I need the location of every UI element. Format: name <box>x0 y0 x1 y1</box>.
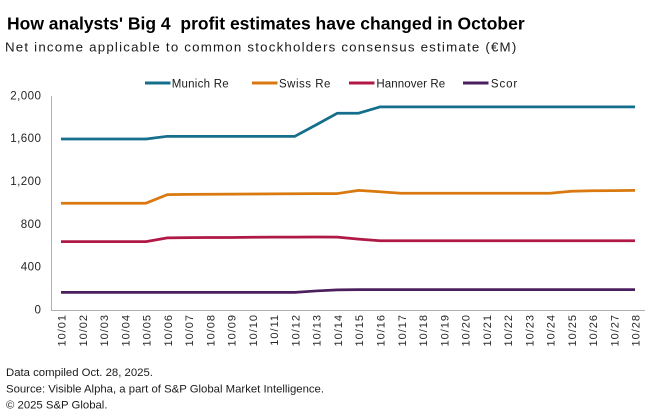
svg-text:10/16: 10/16 <box>375 314 387 347</box>
svg-text:Scor: Scor <box>491 78 518 90</box>
svg-text:0: 0 <box>34 303 41 316</box>
svg-text:800: 800 <box>21 218 42 231</box>
svg-text:Hannover Re: Hannover Re <box>376 78 445 90</box>
svg-text:400: 400 <box>21 261 42 274</box>
svg-text:How analysts' Big 4 profit es: How analysts' Big 4 profit estimates hav… <box>7 13 525 33</box>
svg-text:10/27: 10/27 <box>609 314 621 347</box>
svg-text:10/06: 10/06 <box>163 314 175 347</box>
svg-text:10/22: 10/22 <box>503 314 515 347</box>
svg-text:Net income applicable to commo: Net income applicable to common stockhol… <box>5 39 517 54</box>
svg-text:Swiss Re: Swiss Re <box>279 78 331 90</box>
svg-text:© 2025 S&P Global.: © 2025 S&P Global. <box>6 399 107 411</box>
svg-text:1,200: 1,200 <box>10 175 41 188</box>
svg-text:10/08: 10/08 <box>205 314 217 347</box>
svg-text:10/05: 10/05 <box>142 314 154 347</box>
svg-text:10/09: 10/09 <box>227 314 239 347</box>
svg-text:10/25: 10/25 <box>567 314 579 347</box>
svg-text:10/20: 10/20 <box>461 314 473 347</box>
svg-text:10/02: 10/02 <box>78 314 90 347</box>
svg-text:10/10: 10/10 <box>248 314 260 347</box>
svg-text:2,000: 2,000 <box>10 89 41 102</box>
svg-text:Munich Re: Munich Re <box>172 78 229 90</box>
svg-text:10/13: 10/13 <box>312 314 324 347</box>
svg-text:10/04: 10/04 <box>120 314 132 347</box>
svg-text:1,600: 1,600 <box>10 132 41 145</box>
svg-text:10/28: 10/28 <box>631 314 643 347</box>
svg-text:10/15: 10/15 <box>354 314 366 347</box>
svg-text:10/18: 10/18 <box>418 314 430 347</box>
svg-text:10/19: 10/19 <box>439 314 451 347</box>
svg-text:Source: Visible Alpha, a part: Source: Visible Alpha, a part of S&P Glo… <box>6 383 324 395</box>
svg-text:10/11: 10/11 <box>269 314 281 346</box>
svg-text:10/01: 10/01 <box>57 314 69 347</box>
svg-text:10/14: 10/14 <box>333 314 345 347</box>
svg-text:10/07: 10/07 <box>184 314 196 347</box>
svg-text:10/17: 10/17 <box>397 314 409 347</box>
svg-text:10/24: 10/24 <box>546 314 558 347</box>
svg-text:10/12: 10/12 <box>290 314 302 347</box>
svg-text:10/21: 10/21 <box>482 314 494 347</box>
svg-text:10/23: 10/23 <box>524 314 536 347</box>
svg-text:Data compiled Oct. 28, 2025.: Data compiled Oct. 28, 2025. <box>6 367 153 379</box>
svg-text:10/03: 10/03 <box>99 314 111 347</box>
svg-text:10/26: 10/26 <box>588 314 600 347</box>
